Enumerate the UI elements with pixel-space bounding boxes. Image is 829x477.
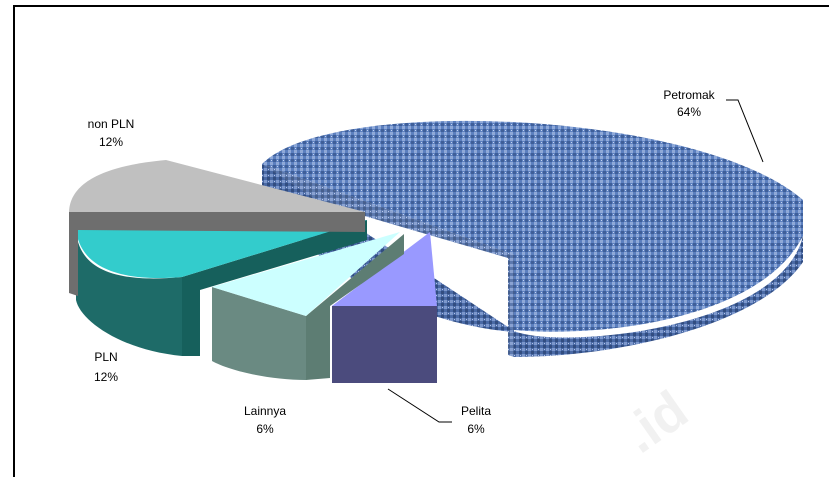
slice-pln bbox=[76, 220, 367, 356]
label-pelita-name: Pelita bbox=[461, 404, 491, 418]
watermark-text: .id bbox=[612, 380, 698, 465]
slice-non-pln bbox=[69, 160, 365, 296]
label-lainnya-pct: 6% bbox=[256, 422, 274, 436]
slice-petromak bbox=[262, 120, 803, 357]
label-petromak-pct: 64% bbox=[677, 105, 701, 119]
slice-pelita bbox=[332, 232, 437, 383]
leader-line-petromak bbox=[726, 99, 764, 163]
label-pln-name: PLN bbox=[94, 350, 117, 364]
label-pelita-pct: 6% bbox=[467, 422, 485, 436]
label-non-pln-pct: 12% bbox=[99, 135, 123, 149]
label-pln-pct: 12% bbox=[94, 370, 118, 384]
slice-lainnya bbox=[212, 232, 404, 380]
label-lainnya-name: Lainnya bbox=[244, 404, 286, 418]
label-petromak-name: Petromak bbox=[663, 88, 715, 102]
leader-line-pelita bbox=[387, 388, 452, 423]
chart-frame bbox=[13, 5, 829, 477]
label-non-pln-name: non PLN bbox=[88, 117, 135, 131]
